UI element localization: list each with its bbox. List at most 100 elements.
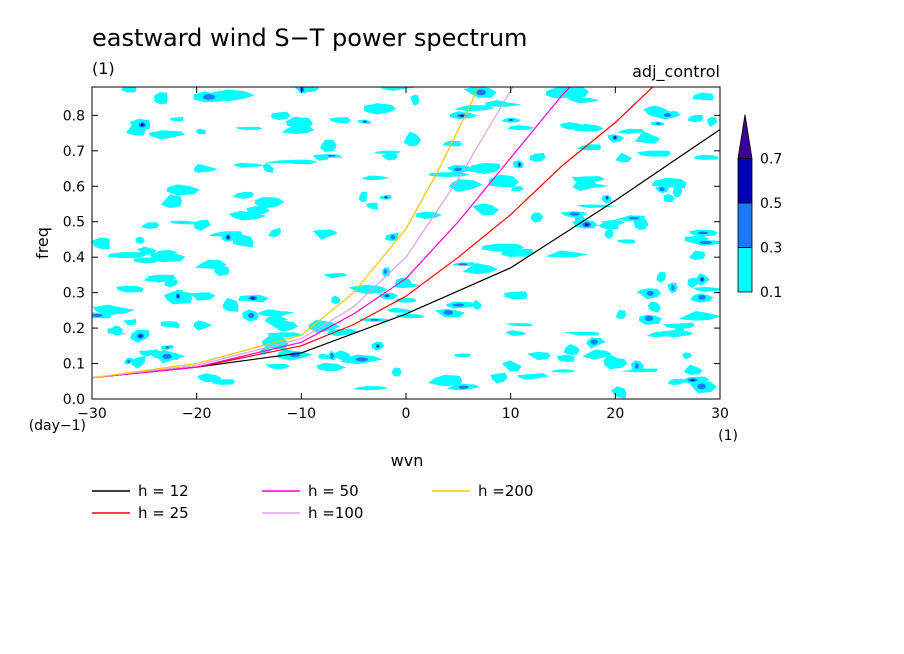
contour-patch	[148, 130, 186, 140]
contour-patch	[194, 164, 205, 173]
contour-patch	[374, 150, 401, 154]
contour-patch	[614, 136, 616, 139]
contour-patch	[556, 354, 575, 362]
contour-patch	[443, 310, 453, 315]
y-tick-label: 0.6	[63, 179, 85, 195]
x-tick-label: −30	[77, 406, 107, 422]
contour-patch	[572, 177, 598, 191]
contour-patch	[144, 277, 169, 282]
contour-patch	[701, 278, 703, 281]
contour-patch	[458, 385, 469, 389]
contour-patch	[604, 229, 614, 239]
contour-patch	[195, 259, 227, 270]
x-tick-label: 20	[606, 406, 624, 422]
contour-patch	[324, 273, 349, 279]
contour-patch	[285, 116, 313, 129]
contour-patch	[510, 186, 524, 192]
contour-patch	[392, 367, 402, 377]
contour-patch	[551, 369, 575, 373]
contour-patch	[116, 285, 144, 293]
contour-patch	[563, 344, 580, 355]
contour-patch	[194, 219, 211, 231]
contour-patch	[699, 240, 712, 245]
contour-patch	[663, 322, 695, 329]
contour-patch	[633, 217, 649, 230]
contour-patch	[113, 331, 126, 336]
contour-patch	[545, 250, 588, 258]
contour-patch	[517, 248, 534, 258]
contour-patch	[628, 216, 640, 220]
contour-patch	[505, 323, 533, 327]
contour-patch	[673, 326, 685, 337]
contour-patch	[454, 353, 471, 358]
contour-patch	[576, 144, 601, 151]
contour-patch	[268, 332, 304, 338]
x-tick-label: 30	[711, 406, 729, 422]
contour-patch	[606, 196, 608, 199]
contour-patch	[363, 121, 366, 123]
contour-patch	[359, 191, 367, 203]
contour-patch	[177, 294, 179, 298]
y-axis-ticks: 0.1 0.2 0.3 0.4 0.5 0.6 0.7 0.8	[63, 108, 720, 373]
contour-patch	[529, 152, 546, 162]
contour-patch	[603, 354, 619, 363]
contour-patch	[395, 277, 412, 288]
contour-patch	[526, 351, 551, 361]
contour-patch	[655, 122, 661, 125]
contour-patch	[386, 307, 413, 313]
colorbar-triangle	[737, 114, 753, 159]
contour-patch	[233, 162, 266, 168]
contour-patch	[692, 92, 713, 101]
contour-patch	[518, 163, 521, 166]
legend-label: h = 12	[138, 482, 189, 500]
contour-patch	[564, 331, 600, 336]
contour-patch	[566, 97, 600, 104]
colorbar-label: 0.5	[760, 196, 782, 212]
contour-patch	[646, 290, 654, 296]
contour-patch	[554, 87, 589, 98]
contour-patch	[228, 211, 267, 221]
contour-patch	[385, 295, 389, 297]
contour-patch	[693, 286, 720, 292]
contour-patch	[169, 220, 196, 225]
contour-patch	[167, 184, 200, 196]
contour-patch	[415, 211, 443, 219]
contour-patch	[155, 250, 178, 256]
contour-patch	[530, 212, 543, 223]
contour-patch	[598, 222, 619, 230]
x-axis-label: wvn	[391, 451, 424, 470]
contour-patch	[490, 372, 508, 384]
contour-patch	[507, 125, 535, 130]
contour-patch	[690, 379, 695, 381]
colorbar-segment	[737, 202, 753, 248]
contour-patch	[468, 162, 501, 174]
contour-patch	[316, 362, 346, 372]
contour-patch	[328, 117, 351, 124]
contour-patch	[634, 363, 639, 369]
contour-patch	[559, 122, 586, 130]
colorbar-label: 0.1	[760, 285, 782, 301]
contour-patch	[331, 295, 341, 305]
contour-patch	[637, 150, 671, 157]
contour-patch	[678, 311, 720, 321]
contour-patch	[363, 103, 397, 115]
contour-patch	[403, 131, 421, 147]
contour-patch	[458, 263, 468, 266]
contour-patch	[259, 309, 289, 317]
contour-patch	[488, 174, 519, 188]
colorbar-segment	[737, 158, 753, 204]
contour-patch	[688, 250, 706, 260]
contour-patch	[107, 252, 147, 259]
contour-patch	[383, 269, 387, 274]
contour-patch	[195, 129, 206, 135]
chart-subtitle-right: adj_control	[632, 62, 720, 82]
contour-patch	[197, 373, 222, 383]
contour-patch	[671, 285, 675, 291]
colorbar: 0.1 0.3 0.5 0.7	[737, 114, 782, 301]
contour-patch	[505, 330, 526, 336]
contour-patch	[141, 222, 160, 229]
contour-patch	[659, 187, 665, 192]
chart-title: eastward wind S−T power spectrum	[92, 24, 527, 52]
contour-patch	[265, 316, 288, 325]
